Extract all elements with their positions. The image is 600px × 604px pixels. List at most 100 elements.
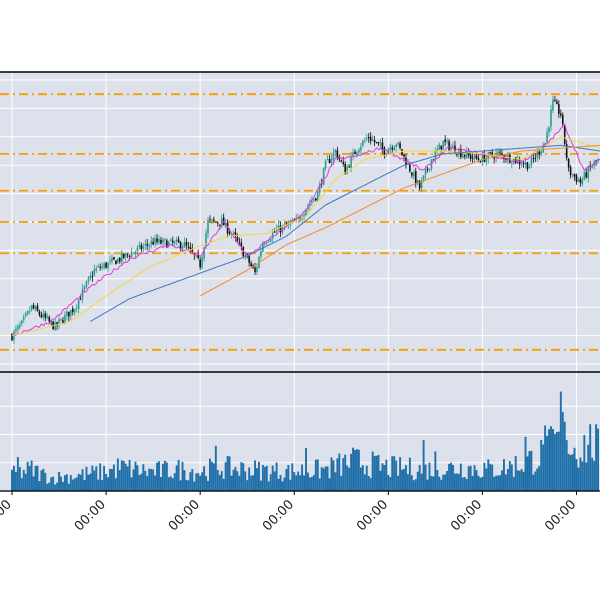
candle-body: [171, 240, 174, 243]
volume-bar: [557, 431, 560, 491]
volume-bar: [385, 459, 388, 491]
candle-body: [166, 240, 168, 248]
candle-body: [583, 172, 586, 180]
volume-bar: [261, 464, 264, 491]
volume-bar: [265, 465, 268, 491]
candle-body: [93, 269, 96, 276]
volume-bar: [348, 467, 351, 491]
candle-body: [60, 318, 62, 321]
volume-bar: [34, 465, 37, 491]
candle-body: [340, 160, 343, 162]
volume-bar: [401, 469, 403, 491]
candle-body: [352, 152, 354, 157]
volume-bar: [338, 453, 341, 491]
candle-body: [107, 262, 109, 268]
level-layer: [0, 93, 600, 351]
volume-bar: [158, 461, 160, 491]
candle-body: [205, 232, 207, 247]
volume-bar: [226, 456, 229, 491]
volume-bar: [512, 476, 515, 491]
volume-bar: [250, 475, 253, 491]
volume-bar: [487, 459, 490, 491]
volume-bar: [501, 470, 503, 491]
volume-bar: [318, 478, 321, 491]
volume-bar: [54, 484, 57, 491]
candle-body: [56, 322, 58, 326]
volume-bar: [489, 463, 492, 491]
candle-body: [550, 109, 552, 127]
volume-bar: [399, 457, 402, 491]
moving-average-sma_short: [11, 123, 600, 337]
volume-bar: [148, 468, 151, 491]
volume-bar: [420, 473, 423, 491]
candle-body: [128, 256, 131, 258]
volume-bar: [238, 475, 241, 491]
candle-body: [524, 162, 527, 165]
volume-bar: [179, 480, 182, 491]
candle-body: [556, 101, 558, 105]
candle-body: [356, 151, 358, 156]
volume-bar: [383, 465, 386, 491]
volume-bar: [336, 458, 339, 491]
volume-bar: [377, 454, 380, 491]
candle-body: [403, 154, 405, 157]
volume-bar: [459, 463, 462, 491]
candle-body: [199, 259, 201, 268]
volume-bar: [285, 468, 288, 491]
volume-bar: [389, 477, 392, 491]
volume-bar: [152, 469, 155, 491]
volume-bar: [540, 439, 543, 491]
candle-body: [334, 149, 337, 153]
candle-body: [311, 201, 313, 203]
candle-body: [269, 238, 272, 242]
candle-body: [414, 171, 417, 184]
volume-bar: [591, 457, 594, 491]
candle-body: [58, 319, 60, 325]
candle-body: [64, 314, 66, 324]
candle-body: [597, 159, 599, 162]
volume-bar: [48, 482, 51, 491]
candle-body: [130, 252, 133, 258]
candle-body: [309, 203, 311, 206]
candle-body: [428, 168, 431, 170]
candle-body: [15, 328, 17, 332]
candle-body: [54, 322, 56, 331]
volume-bar: [279, 474, 282, 491]
candle-body: [24, 313, 27, 316]
candle-body: [422, 175, 425, 181]
volume-bar: [28, 465, 31, 491]
candle-body: [183, 241, 186, 248]
volume-bar: [430, 476, 433, 491]
ma-layer: [11, 123, 600, 337]
candle-body: [250, 263, 252, 266]
candle-body: [154, 238, 156, 244]
volume-bar: [493, 476, 496, 491]
volume-bar: [516, 470, 519, 491]
volume-bar: [58, 471, 60, 491]
volume-bar: [408, 457, 411, 491]
volume-bar: [240, 462, 243, 491]
candle-body: [189, 247, 192, 250]
volume-bar: [352, 447, 354, 491]
candle-body: [179, 242, 182, 249]
volume-bar: [20, 478, 23, 491]
volume-bar: [128, 459, 131, 491]
volume-bar: [550, 426, 552, 491]
volume-bar: [395, 460, 398, 491]
volume-bar: [346, 465, 349, 491]
candle-body: [262, 242, 264, 252]
volume-bar: [287, 465, 290, 491]
candle-body: [28, 311, 31, 313]
candle-body: [479, 161, 482, 163]
volume-bar: [132, 469, 135, 491]
volume-bar: [367, 476, 370, 491]
candle-body: [520, 164, 523, 166]
volume-bar: [140, 473, 143, 491]
volume-bar: [191, 468, 194, 491]
candle-body: [436, 149, 439, 151]
volume-bar: [552, 428, 554, 491]
volume-bar: [410, 475, 413, 491]
candle-body: [34, 306, 37, 310]
volume-bar: [359, 467, 362, 491]
candle-body: [91, 276, 94, 277]
